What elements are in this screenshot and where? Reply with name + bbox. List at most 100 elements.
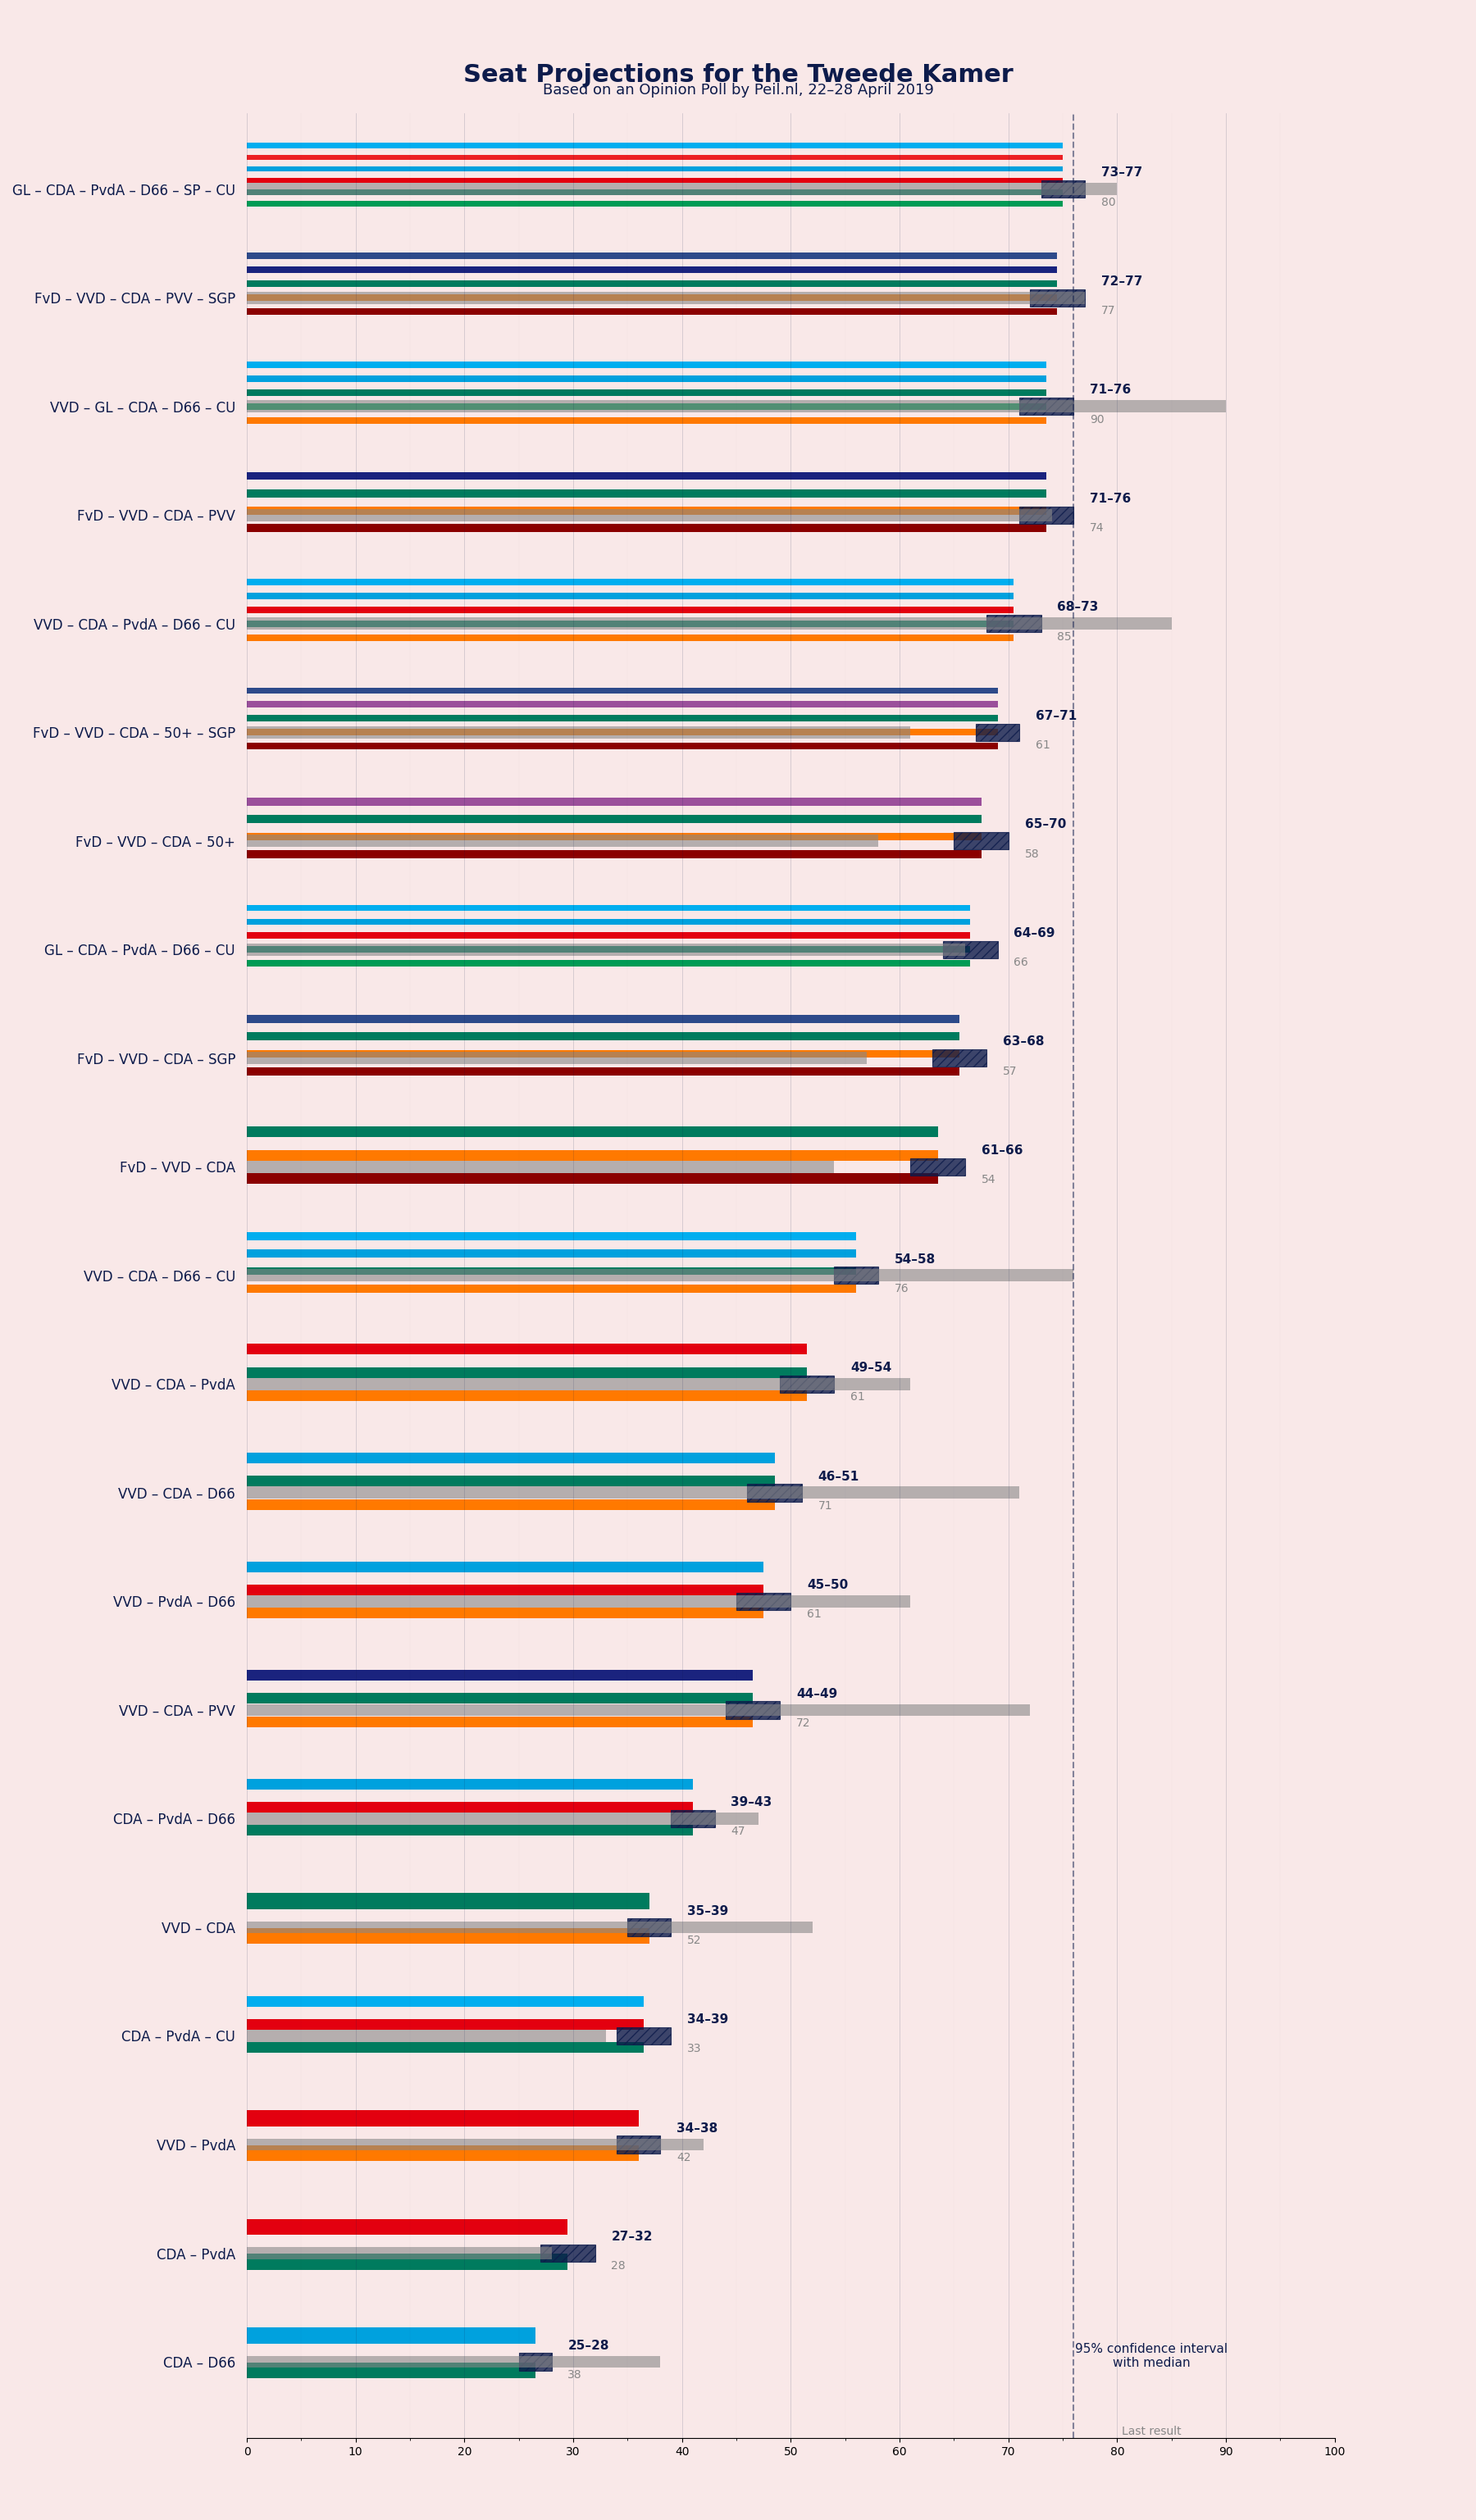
- Bar: [246, 814, 982, 824]
- Text: Seat Projections for the Tweede Kamer: Seat Projections for the Tweede Kamer: [463, 63, 1013, 86]
- Bar: [246, 292, 1085, 305]
- Text: 95% confidence interval
with median: 95% confidence interval with median: [1075, 2344, 1228, 2369]
- Bar: [834, 1268, 878, 1285]
- Bar: [246, 1595, 911, 1608]
- Text: 77: 77: [1101, 305, 1116, 318]
- Bar: [246, 295, 1057, 300]
- Bar: [246, 580, 1014, 585]
- Bar: [246, 1693, 753, 1704]
- Bar: [246, 834, 878, 847]
- Text: 54: 54: [982, 1174, 996, 1184]
- Text: 61–66: 61–66: [982, 1144, 1023, 1157]
- Text: 65–70: 65–70: [1024, 819, 1066, 832]
- Bar: [246, 1016, 959, 1023]
- Bar: [246, 509, 1052, 522]
- Text: 71–76: 71–76: [1089, 383, 1131, 396]
- Bar: [747, 1484, 801, 1502]
- Bar: [246, 166, 1063, 171]
- Text: 45–50: 45–50: [807, 1580, 849, 1590]
- Text: 47: 47: [731, 1827, 745, 1837]
- Bar: [246, 2041, 644, 2054]
- Bar: [246, 1779, 692, 1789]
- Bar: [246, 1996, 644, 2006]
- Bar: [246, 905, 970, 912]
- Bar: [246, 1391, 807, 1401]
- Text: 44–49: 44–49: [796, 1688, 837, 1701]
- Bar: [246, 489, 1046, 496]
- Text: 25–28: 25–28: [568, 2339, 610, 2351]
- Text: Based on an Opinion Poll by Peil.nl, 22–28 April 2019: Based on an Opinion Poll by Peil.nl, 22–…: [543, 83, 933, 98]
- Bar: [246, 1562, 763, 1572]
- Text: Last result: Last result: [1122, 2427, 1181, 2437]
- Bar: [246, 2248, 552, 2260]
- Bar: [246, 189, 1063, 194]
- Bar: [246, 2109, 639, 2127]
- Bar: [1020, 398, 1073, 416]
- Bar: [943, 940, 998, 958]
- Bar: [737, 1593, 791, 1610]
- Bar: [246, 617, 1172, 630]
- Bar: [246, 2220, 568, 2235]
- Bar: [246, 1704, 1030, 1716]
- Bar: [246, 607, 1014, 612]
- Bar: [246, 688, 998, 693]
- Bar: [246, 635, 1014, 640]
- Bar: [246, 1051, 959, 1058]
- Bar: [246, 1378, 911, 1391]
- Bar: [246, 1452, 775, 1464]
- Bar: [246, 252, 1057, 260]
- Bar: [246, 1671, 753, 1681]
- Text: 38: 38: [568, 2369, 582, 2381]
- Bar: [246, 716, 998, 721]
- Bar: [246, 2029, 605, 2041]
- Bar: [246, 307, 1057, 315]
- Bar: [246, 728, 998, 736]
- Bar: [246, 1812, 759, 1824]
- Bar: [246, 620, 1014, 627]
- Bar: [246, 388, 1046, 396]
- Bar: [246, 832, 982, 842]
- Bar: [672, 1809, 714, 1827]
- Bar: [246, 1343, 807, 1356]
- Text: 80: 80: [1101, 197, 1116, 209]
- Bar: [246, 1270, 1073, 1283]
- Text: 63–68: 63–68: [1004, 1036, 1045, 1048]
- Bar: [246, 2253, 568, 2271]
- Bar: [246, 524, 1046, 532]
- Bar: [246, 942, 965, 955]
- Bar: [246, 1126, 937, 1137]
- Bar: [246, 2356, 660, 2369]
- Bar: [976, 723, 1020, 741]
- Text: 52: 52: [688, 1935, 701, 1945]
- Bar: [1041, 181, 1085, 199]
- Text: 61: 61: [807, 1608, 822, 1620]
- Bar: [246, 849, 982, 857]
- Text: 90: 90: [1089, 413, 1104, 426]
- Bar: [246, 1285, 856, 1293]
- Bar: [246, 1928, 649, 1943]
- Bar: [246, 1068, 959, 1076]
- Bar: [246, 1232, 856, 1240]
- Text: 68–73: 68–73: [1057, 602, 1098, 612]
- Text: 33: 33: [688, 2044, 701, 2054]
- Text: 57: 57: [1004, 1066, 1017, 1076]
- Bar: [246, 1920, 813, 1933]
- Bar: [246, 1608, 763, 1618]
- Bar: [246, 1893, 649, 1910]
- Bar: [246, 1162, 834, 1172]
- Bar: [246, 144, 1063, 149]
- Bar: [246, 418, 1046, 423]
- Bar: [726, 1701, 779, 1719]
- Bar: [246, 932, 970, 940]
- Bar: [1020, 507, 1073, 524]
- Bar: [520, 2354, 552, 2371]
- Bar: [617, 2137, 660, 2152]
- Text: 58: 58: [1024, 849, 1039, 859]
- Bar: [246, 948, 970, 953]
- Bar: [246, 1477, 775, 1487]
- Bar: [246, 1487, 1020, 1499]
- Text: 61: 61: [1036, 738, 1049, 751]
- Bar: [540, 2245, 595, 2263]
- Bar: [1030, 290, 1085, 307]
- Bar: [246, 2139, 704, 2150]
